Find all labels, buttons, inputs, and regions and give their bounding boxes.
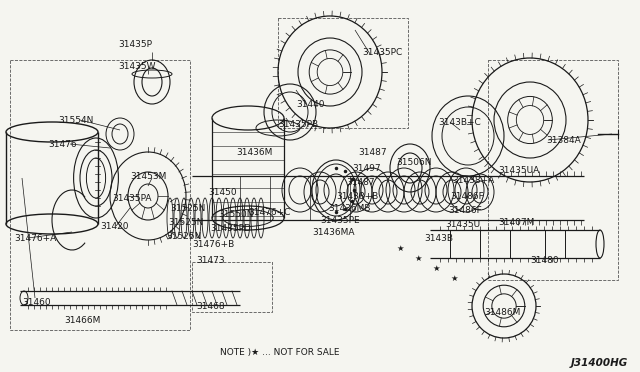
Text: ★: ★ [414,253,422,263]
Text: 31435U: 31435U [445,220,480,229]
Bar [192,262,272,312]
Text: 31486M: 31486M [484,308,520,317]
Text: 31435PC: 31435PC [362,48,403,57]
Text: 31550N: 31550N [218,210,253,219]
Text: 31466M: 31466M [64,316,100,325]
Text: 31476+A: 31476+A [14,234,56,243]
Text: 31497: 31497 [352,164,381,173]
Text: 31435PB: 31435PB [278,120,318,129]
Text: 3143B: 3143B [424,234,453,243]
Bar [488,60,618,280]
Text: ★: ★ [432,263,440,273]
Text: ★: ★ [451,273,458,282]
Bar [10,60,190,330]
Text: J31400HG: J31400HG [571,358,628,368]
Text: 31506N: 31506N [396,158,431,167]
Text: 31486F: 31486F [448,206,482,215]
Text: 31420: 31420 [100,222,129,231]
Text: 31525N: 31525N [166,232,202,241]
Bar [278,18,408,128]
Text: 31525N: 31525N [168,218,204,227]
Text: 31436MB: 31436MB [328,204,371,213]
Text: 31407M: 31407M [498,218,534,227]
Text: NOTE )★ ... NOT FOR SALE: NOTE )★ ... NOT FOR SALE [220,348,339,357]
Text: 31453M: 31453M [130,172,166,181]
Text: 31473: 31473 [196,256,225,265]
Text: 31384A: 31384A [546,136,580,145]
Text: 31476: 31476 [48,140,77,149]
Text: 31486F: 31486F [450,192,484,201]
Text: 31436M: 31436M [236,148,273,157]
Text: ★: ★ [396,244,404,253]
Text: 31487: 31487 [358,148,387,157]
Text: 31435PE: 31435PE [320,216,360,225]
Text: 31440: 31440 [296,100,324,109]
Text: 31438+A: 31438+A [452,176,494,185]
Text: 31435PA: 31435PA [112,194,152,203]
Text: 31436MA: 31436MA [312,228,355,237]
Text: 31438+B: 31438+B [336,192,378,201]
Text: 31476+B: 31476+B [192,240,234,249]
Text: 3143B+C: 3143B+C [438,118,481,127]
Text: 31435UA: 31435UA [498,166,540,175]
Text: 31487: 31487 [346,178,374,187]
Text: 31450: 31450 [208,188,237,197]
Text: 31525N: 31525N [170,204,205,213]
Text: 31480: 31480 [530,256,559,265]
Text: 31476+C: 31476+C [248,208,291,217]
Text: 31468: 31468 [196,302,225,311]
Text: 31460: 31460 [22,298,51,307]
Text: 31435W: 31435W [118,62,156,71]
Text: 31435PD: 31435PD [210,224,251,233]
Text: 31435P: 31435P [118,40,152,49]
Text: 31554N: 31554N [58,116,93,125]
